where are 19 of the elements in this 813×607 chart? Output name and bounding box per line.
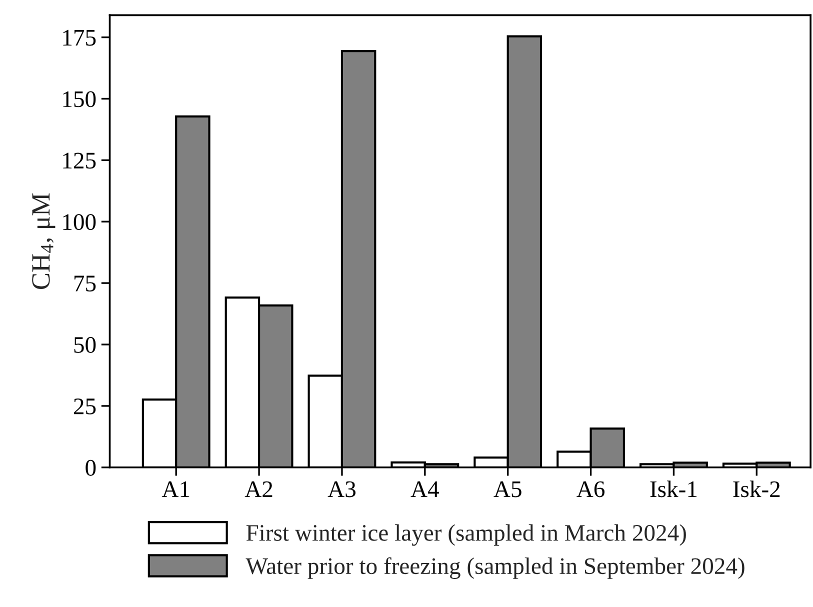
y-tick-label: 150 <box>63 91 96 108</box>
legend-label: First winter ice layer (sampled in March 2024) <box>246 524 686 546</box>
x-tick-label: A5 <box>494 481 522 498</box>
y-tick-label: 125 <box>63 152 96 169</box>
y-axis-title: CH$_{4}$, μM <box>32 193 56 290</box>
x-tick-label: A2 <box>244 481 272 497</box>
x-tick-label: Isk-2 <box>733 480 780 498</box>
x-tick-label: A6 <box>576 481 605 498</box>
x-tick-label: A3 <box>328 481 356 498</box>
x-tick-label: Isk-1 <box>650 480 697 498</box>
y-tick-label: 50 <box>74 336 96 353</box>
y-tick-label: 175 <box>63 30 96 46</box>
y-tick-label: 0 <box>86 460 96 476</box>
y-tick-label: 75 <box>74 276 96 292</box>
x-tick-label: A1 <box>162 481 190 497</box>
x-tick-label: A4 <box>410 481 439 497</box>
y-tick-label: 100 <box>63 214 96 230</box>
legend-label: Water prior to freezing (sampled in September 2024) <box>246 557 744 579</box>
y-tick-label: 25 <box>74 398 96 414</box>
